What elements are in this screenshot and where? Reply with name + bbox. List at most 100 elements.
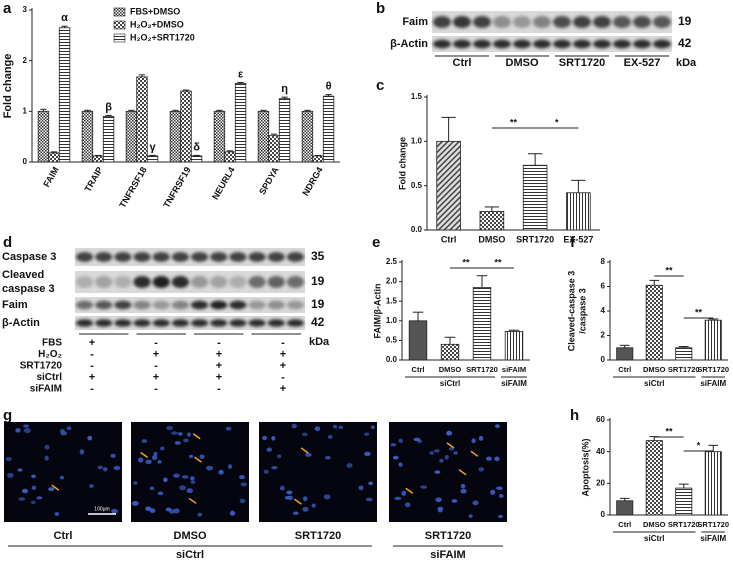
y-tick-label: 1	[23, 106, 28, 115]
blot-band	[286, 300, 305, 310]
blot-band	[75, 300, 94, 310]
x-tick-label: NDRG4	[300, 165, 324, 197]
cell-nucleus	[420, 485, 428, 489]
cell-nucleus	[478, 467, 485, 472]
blot-band	[248, 252, 266, 262]
bar	[102, 116, 115, 163]
cell-nucleus	[31, 474, 37, 479]
cell-nucleus	[218, 469, 224, 475]
cell-nucleus	[365, 497, 373, 502]
blot-kda: 35	[311, 249, 325, 263]
blot-band	[453, 39, 471, 49]
blot-row-label: Cleaved	[2, 269, 44, 281]
bar	[408, 320, 428, 361]
x-tick-label: Ctrl	[618, 520, 631, 529]
treatment-sign: -	[90, 348, 94, 360]
x-tick-label: DMSO	[439, 365, 462, 374]
x-tick-label: FAIM	[41, 165, 60, 189]
blot-band	[267, 300, 285, 310]
y-tick-label: 0.0	[411, 225, 423, 234]
bar	[213, 110, 226, 163]
cell-nucleus	[23, 428, 31, 434]
cell-nucleus	[239, 498, 246, 504]
error-bar	[619, 344, 630, 348]
cell-nucleus	[186, 488, 193, 494]
treatment-sign: -	[281, 337, 285, 349]
treatment-label: SRT1720	[20, 361, 63, 372]
cell-nucleus	[181, 475, 189, 479]
legend-label: H₂O₂+SRT1720	[130, 32, 195, 42]
cell-nucleus	[240, 482, 248, 487]
error-bar	[441, 116, 456, 142]
blot-band	[633, 16, 651, 28]
blot-band	[229, 319, 247, 327]
cell-nucleus	[189, 454, 194, 459]
bar	[472, 287, 492, 361]
y-axis-label: Apoptosis(%)	[580, 439, 590, 497]
blot-band	[210, 276, 228, 288]
cell-nucleus	[394, 496, 402, 501]
error-bar	[314, 154, 322, 156]
significance-label: **	[510, 117, 518, 127]
bar	[504, 330, 524, 361]
treatment-sign: -	[154, 337, 158, 349]
blot-band	[433, 16, 451, 28]
bar	[436, 140, 461, 231]
blot-band	[152, 319, 170, 327]
treatment-sign: +	[216, 371, 222, 383]
cell-nucleus	[439, 458, 444, 463]
cell-nucleus	[271, 435, 276, 441]
significance-label: **	[665, 265, 673, 275]
cell-nucleus	[229, 510, 236, 516]
bar	[645, 284, 663, 361]
error-bar	[508, 329, 520, 332]
cell-nucleus	[187, 432, 192, 437]
cell-nucleus	[174, 441, 181, 445]
treatment-label: FBS	[42, 338, 62, 349]
x-tick-label: TNFRSF18	[117, 165, 148, 209]
cell-nucleus	[44, 444, 50, 450]
blot-band	[453, 16, 471, 28]
cell-nucleus	[404, 502, 411, 508]
blot-band	[114, 252, 132, 262]
cell-nucleus	[157, 491, 164, 496]
blot-band	[248, 276, 266, 288]
scale-bar-label: 100μm	[94, 506, 109, 512]
cell-nucleus	[494, 456, 500, 462]
cell-nucleus	[495, 424, 500, 429]
cell-nucleus	[137, 457, 144, 463]
cell-nucleus	[36, 496, 43, 500]
bar	[522, 164, 548, 231]
bar	[146, 155, 159, 163]
image-label: SRT1720	[425, 530, 471, 542]
y-tick-label: 6	[601, 282, 606, 291]
error-bar	[476, 275, 488, 288]
blot-band	[573, 39, 591, 49]
panel-letter: e	[372, 234, 380, 251]
bar	[440, 343, 460, 361]
error-bar	[193, 154, 200, 156]
cell-nucleus	[429, 451, 434, 455]
error-bar	[138, 74, 146, 77]
x-tick-label: DMSO	[478, 234, 505, 244]
blot-band	[553, 39, 571, 49]
bar	[479, 210, 505, 231]
blot-band	[229, 252, 247, 262]
cell-nucleus	[59, 475, 65, 480]
legend-swatch	[113, 20, 126, 30]
x-tick-label: EX-527	[563, 234, 593, 244]
cell-nucleus	[392, 455, 399, 460]
treatment-sign: +	[89, 371, 95, 383]
bar	[125, 110, 138, 163]
error-bar	[226, 150, 234, 152]
bar	[169, 110, 182, 163]
blot-row-label: β-Actin	[390, 38, 428, 50]
y-tick-label: 1.5	[411, 92, 423, 101]
error-bar	[270, 133, 278, 136]
x-tick-label: Ctrl	[618, 365, 631, 374]
legend-swatch	[113, 7, 126, 17]
y-axis-label: /caspase 3	[577, 288, 587, 334]
treatment-sign: -	[154, 383, 158, 395]
group-label: siCtrl	[176, 549, 204, 561]
